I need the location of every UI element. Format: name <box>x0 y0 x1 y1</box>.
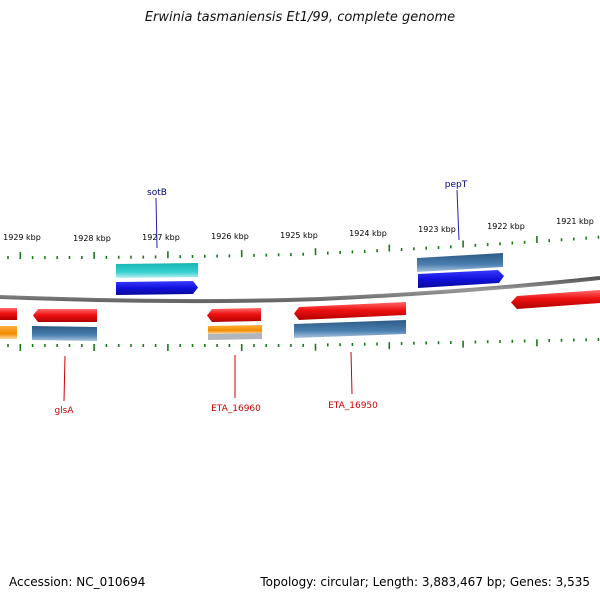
gene-cyan[interactable] <box>116 263 198 278</box>
gene-callout-lines <box>63 189 460 402</box>
scale-label: 1922 kbp <box>487 222 525 231</box>
label-pepT: pepT <box>445 180 468 190</box>
gene-orange-ETA-16960[interactable] <box>208 325 262 334</box>
gene-red-left-edge[interactable] <box>0 308 17 320</box>
scale-label: 1926 kbp <box>211 232 249 241</box>
genome-backbone <box>0 276 600 304</box>
scale-label: 1923 kbp <box>418 225 456 234</box>
gene-orange-left-edge[interactable] <box>0 326 17 339</box>
scale-label: 1927 kbp <box>142 233 180 242</box>
scale-label: 1925 kbp <box>280 231 318 240</box>
gene-steel-upper[interactable] <box>417 253 503 272</box>
label-ETA-16950: ETA_16950 <box>328 401 378 411</box>
label-ETA-16960: ETA_16960 <box>211 404 261 414</box>
scale-label: 1924 kbp <box>349 229 387 238</box>
gene-ETA-16960[interactable] <box>207 308 261 322</box>
gene-steel-ETA-16950[interactable] <box>294 320 406 338</box>
gene-pepT[interactable] <box>418 270 504 288</box>
label-sotB: sotB <box>147 188 167 198</box>
gene-steel-ETA-16960[interactable] <box>208 333 262 340</box>
outer-scale-ticks <box>7 235 600 260</box>
gene-ETA-16950[interactable] <box>294 302 406 320</box>
inner-scale-ticks <box>7 338 600 351</box>
gene-features <box>0 253 600 341</box>
gene-red-right-edge[interactable] <box>511 290 600 309</box>
scale-label: 1928 kbp <box>73 234 111 243</box>
scale-labels: 1929 kbp 1928 kbp 1927 kbp 1926 kbp 1925 kbp… <box>3 217 594 243</box>
gene-sotB[interactable] <box>116 281 198 295</box>
scale-label: 1921 kbp <box>556 217 594 226</box>
scale-label: 1929 kbp <box>3 233 41 242</box>
label-glsA: glsA <box>54 406 74 416</box>
map-title: Erwinia tasmaniensis Et1/99, complete ge… <box>144 10 456 25</box>
gene-labels: sotB pepT glsA ETA_16960 ETA_16950 <box>54 180 467 416</box>
gene-glsA[interactable] <box>33 309 97 322</box>
accession-text: Accession: NC_010694 <box>9 575 146 589</box>
topology-text: Topology: circular; Length: 3,883,467 bp… <box>260 575 590 589</box>
gene-steel-glsA[interactable] <box>32 326 97 341</box>
